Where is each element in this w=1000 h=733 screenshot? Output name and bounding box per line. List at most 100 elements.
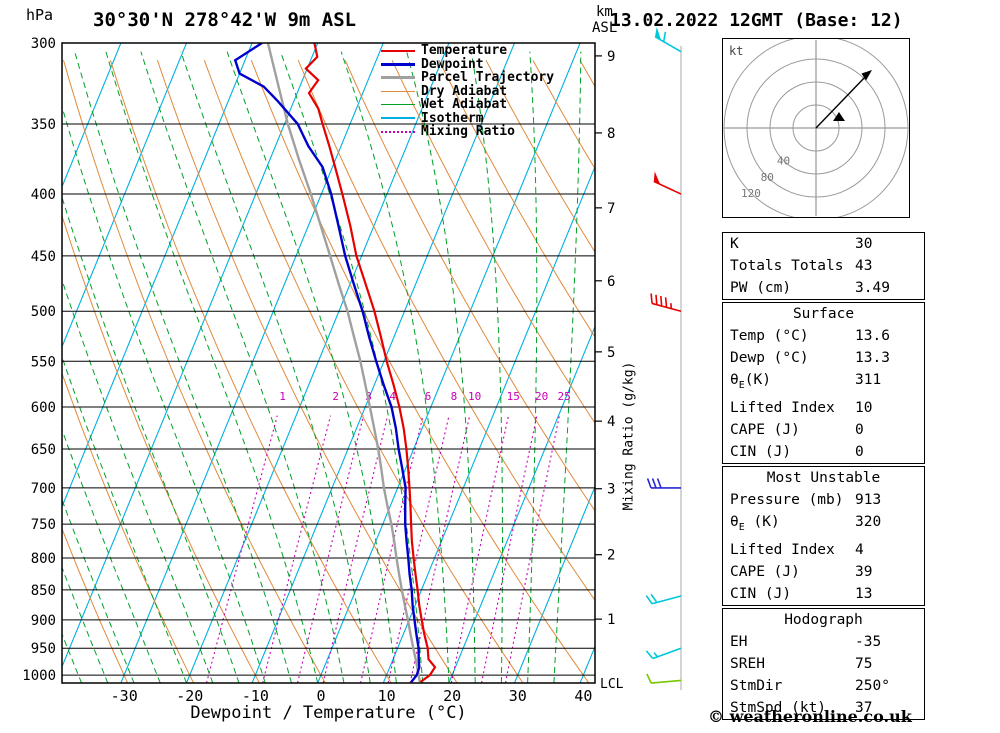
legend-label: Parcel Trajectory <box>421 70 555 85</box>
mixing-ratio-label: 6 <box>425 390 432 403</box>
pressure-tick-label: 800 <box>31 551 56 567</box>
mixing-ratio-line <box>504 415 560 683</box>
km-tick-label: 9 <box>607 49 615 65</box>
wet-adiabat-line <box>406 51 476 683</box>
stat-value: 3.49 <box>855 280 890 296</box>
mixing-ratio-label: 8 <box>451 390 458 403</box>
temperature-tick-label: -10 <box>242 687 269 705</box>
hodograph-ring <box>792 104 840 152</box>
wet-adiabat-line <box>62 498 135 683</box>
storm-motion-marker <box>833 112 845 121</box>
legend-item: Isotherm <box>381 111 554 126</box>
legend-label: Mixing Ratio <box>421 124 515 139</box>
stat-label: Totals Totals <box>730 258 844 274</box>
wet-adiabat-line <box>62 566 109 683</box>
km-tick-label: 5 <box>607 345 615 361</box>
stat-value: -35 <box>855 633 882 650</box>
panel-surface: Surface Temp (°C) 13.6 Dewp (°C) 13.3 θE(K) 31… <box>722 302 925 464</box>
stat-label: Pressure (mb) <box>730 491 844 508</box>
pressure-tick-label: 550 <box>31 354 56 370</box>
legend-line-sample <box>381 130 415 133</box>
dry-adiabat-line <box>62 214 260 683</box>
legend-label: Dry Adiabat <box>421 83 508 99</box>
dry-adiabat-line <box>485 59 595 254</box>
mixing-ratio-label: 15 <box>507 390 520 403</box>
wet-adiabat-line <box>470 51 503 683</box>
isotherm-line <box>382 165 595 683</box>
pressure-tick-label: 350 <box>31 117 56 133</box>
dry-adiabat-line <box>391 59 595 424</box>
isotherm-line <box>579 645 595 683</box>
legend-item: Dry Adiabat <box>381 83 554 99</box>
stat-row: K 30 <box>723 233 924 255</box>
pressure-tick-label: 450 <box>31 249 56 265</box>
stat-value: 913 <box>855 491 882 508</box>
stat-label: θE (K) <box>730 513 780 533</box>
legend-line-sample <box>381 62 415 66</box>
legend-label: Wet Adiabat <box>421 97 508 112</box>
stat-label: EH <box>730 633 748 650</box>
panel-indices: K 30 Totals Totals 43 PW (cm) 3.49 <box>722 232 925 300</box>
pressure-tick-label: 900 <box>31 613 56 629</box>
legend-line-sample <box>381 49 415 52</box>
isotherm-line <box>62 43 188 349</box>
mixing-ratio-line <box>450 415 510 683</box>
skewt-chart: 3003504004505005506006507007508008509009… <box>22 26 682 705</box>
km-tick-label: 8 <box>607 126 615 142</box>
hodograph-ring-label: 80 <box>761 171 774 184</box>
wind-barb <box>654 26 682 53</box>
dewpoint-curve <box>233 43 421 683</box>
isotherm-line <box>62 43 122 189</box>
mixing-ratio-label: 4 <box>389 390 396 403</box>
dry-adiabat-line <box>344 59 595 512</box>
panel-header: Hodograph <box>784 611 863 628</box>
stat-value: 30 <box>855 236 873 252</box>
mixing-ratio-line <box>409 415 471 683</box>
mixing-ratio-line <box>262 415 332 683</box>
km-tick-label: 2 <box>607 548 615 564</box>
isotherm-line <box>251 43 516 683</box>
stat-label: Lifted Index <box>730 541 835 558</box>
wet-adiabat-line <box>280 51 424 683</box>
plot-border <box>61 42 596 684</box>
km-tick-label: 3 <box>607 482 615 498</box>
temperature-tick-label: -20 <box>176 687 203 705</box>
km-tick-label: 1 <box>607 612 615 628</box>
wind-barb <box>646 478 681 489</box>
stat-label: StmSpd (kt) <box>730 699 827 716</box>
dry-adiabat-line <box>109 60 392 683</box>
pressure-tick-label: 500 <box>31 304 56 320</box>
stat-row: SREH 75 <box>723 653 924 675</box>
chart-legend: Temperature Dewpoint Parcel Trajectory Dry … <box>381 44 554 139</box>
temperature-tick-label: 30 <box>509 687 527 705</box>
copyright: © weatheronline.co.uk <box>708 707 912 726</box>
legend-item: Temperature <box>381 44 554 58</box>
stat-value: 13.6 <box>855 328 890 344</box>
stat-row: PW (cm) 3.49 <box>723 277 924 299</box>
pressure-axis-unit: hPa <box>26 6 54 24</box>
wind-barb <box>653 171 682 195</box>
wet-adiabat-line <box>527 51 538 683</box>
pressure-tick-label: 650 <box>31 442 56 458</box>
dry-adiabat-line <box>63 60 326 683</box>
hodograph-ring-label: 120 <box>741 187 761 200</box>
parcel-trajectory-curve <box>266 43 421 683</box>
legend-line-sample <box>381 76 415 80</box>
stat-label: SREH <box>730 655 765 672</box>
stat-row: CIN (J) 0 <box>723 441 924 463</box>
dry-adiabat-line <box>62 527 129 683</box>
hodograph-unit-label: kt <box>729 44 743 58</box>
stat-row: Lifted Index 10 <box>723 397 924 419</box>
wet-adiabat-line <box>62 104 266 683</box>
hodograph-ring <box>769 81 863 175</box>
stat-row: CAPE (J) 39 <box>723 561 924 583</box>
skewt-background-lines <box>62 43 595 683</box>
isotherm-line <box>513 485 595 683</box>
stat-label: CAPE (J) <box>730 563 800 580</box>
km-tick-label: 4 <box>607 414 615 430</box>
stat-row: EH -35 <box>723 631 924 653</box>
stat-value: 13.3 <box>855 350 890 366</box>
isotherm-line <box>185 43 450 683</box>
temperature-tick-label: -30 <box>111 687 138 705</box>
